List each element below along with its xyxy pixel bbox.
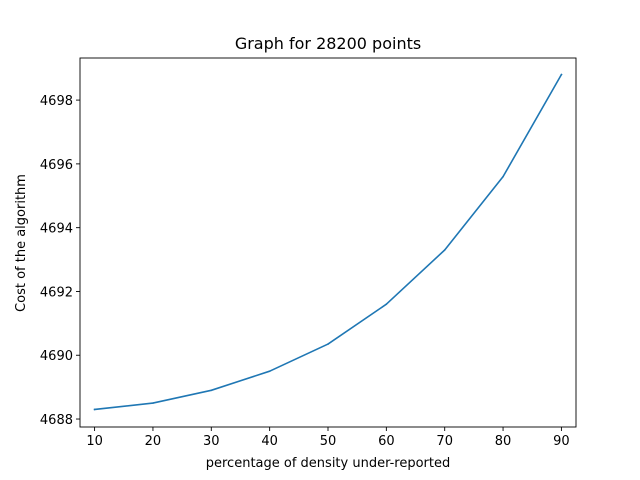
x-tick-label: 30 (203, 434, 220, 449)
plot-area: 10 20 30 40 50 60 70 80 90 4688 4690 4692 4694 4696 46… (40, 57, 577, 449)
data-point (152, 402, 154, 404)
data-point (93, 408, 96, 411)
x-tick-label: 10 (86, 434, 103, 449)
data-point (385, 303, 388, 306)
data-point (502, 175, 504, 178)
y-tick-label: 4692 (40, 285, 73, 300)
x-tick-label: 20 (145, 434, 162, 449)
y-axis-label: Cost of the algorithm (14, 174, 29, 312)
x-tick-label: 50 (320, 434, 337, 449)
x-tick-label: 80 (495, 434, 512, 449)
y-tick-label: 4694 (40, 222, 73, 237)
y-tick-label: 4690 (40, 349, 73, 364)
x-tick-label: 40 (261, 434, 278, 449)
data-point (443, 249, 446, 251)
chart-title: Graph for 28200 points (235, 34, 421, 53)
data-point (210, 389, 213, 392)
data-point (268, 370, 271, 372)
y-tick-label: 4688 (40, 413, 73, 428)
data-point (327, 343, 329, 345)
x-axis-label: percentage of density under-reported (206, 456, 451, 471)
y-tick-label: 4698 (40, 94, 73, 109)
x-tick-label: 90 (553, 434, 570, 449)
data-point (560, 73, 563, 76)
x-tick-label: 70 (436, 434, 453, 449)
x-tick-label: 60 (378, 434, 395, 449)
y-tick-label: 4696 (40, 158, 73, 173)
